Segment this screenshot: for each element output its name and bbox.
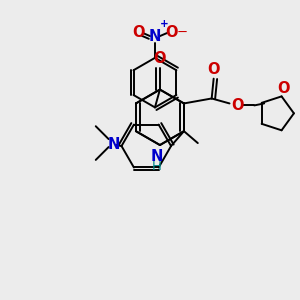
Text: H: H (152, 160, 162, 173)
Text: O: O (207, 62, 220, 77)
Text: O: O (154, 51, 166, 66)
Text: O: O (231, 98, 244, 113)
Text: O: O (132, 25, 144, 40)
Text: N: N (107, 136, 120, 152)
Text: N: N (149, 28, 161, 44)
Text: O: O (166, 25, 178, 40)
Text: N: N (151, 149, 163, 164)
Text: O: O (277, 81, 290, 96)
Text: +: + (160, 19, 168, 29)
Text: −: − (176, 26, 187, 39)
